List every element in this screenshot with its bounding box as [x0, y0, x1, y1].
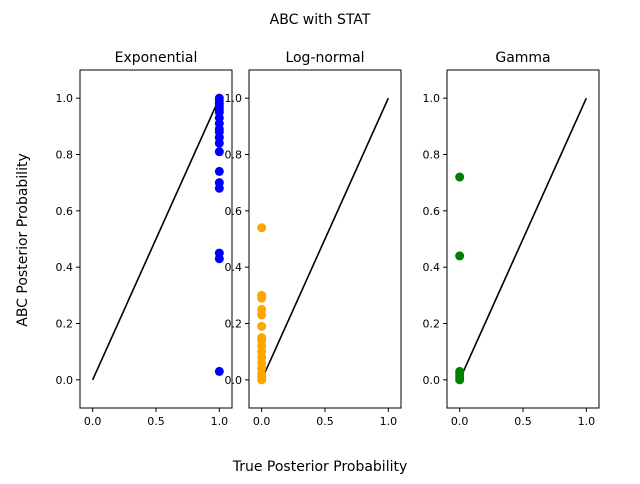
subplot-1: Exponential 0.0 0.5 1.0 0.0 0.2 0.4 0.6 0.8 1.0	[56, 50, 233, 428]
data-point	[214, 147, 224, 157]
axes-frame	[79, 69, 233, 409]
y-tick-label: 0.6	[56, 205, 74, 218]
subplot-3: Gamma 0.0 0.5 1.0 0.0 0.2 0.4 0.6 0.8 1.0	[423, 50, 600, 428]
subplot-title: Exponential	[115, 50, 198, 66]
y-tick-label: 0.2	[225, 318, 243, 331]
data-point	[214, 138, 224, 148]
data-point	[257, 321, 267, 331]
data-point	[214, 254, 224, 264]
data-point	[214, 166, 224, 176]
subplot-title: Gamma	[495, 50, 550, 66]
y-tick-label: 1.0	[423, 92, 441, 105]
y-tick-label: 0.4	[225, 261, 243, 274]
data-point	[257, 293, 267, 303]
axes-frame	[248, 69, 402, 409]
subplot-2: Log-normal 0.0 0.5 1.0 0.0 0.2 0.4 0.6 0.8 1.0	[225, 50, 402, 428]
x-tick-label: 1.0	[380, 415, 398, 428]
y-tick-label: 0.8	[423, 149, 441, 162]
data-point	[455, 375, 465, 385]
x-tick-label: 0.0	[253, 415, 271, 428]
data-point	[257, 310, 267, 320]
x-tick-label: 0.5	[514, 415, 532, 428]
x-tick-label: 0.0	[451, 415, 469, 428]
data-point	[257, 223, 267, 233]
y-tick-label: 0.6	[423, 205, 441, 218]
subplot-title: Log-normal	[285, 50, 364, 66]
data-point	[455, 172, 465, 182]
y-tick-label: 0.8	[56, 149, 74, 162]
x-tick-label: 0.5	[147, 415, 165, 428]
y-tick-label: 0.4	[423, 261, 441, 274]
data-point	[257, 375, 267, 385]
x-tick-label: 1.0	[211, 415, 229, 428]
x-tick-label: 0.0	[84, 415, 102, 428]
y-tick-label: 1.0	[56, 92, 74, 105]
reference-line	[260, 97, 390, 381]
y-tick-label: 0.0	[225, 374, 243, 387]
figure-suptitle: ABC with STAT	[270, 12, 371, 28]
data-point	[455, 251, 465, 261]
y-tick-label: 0.6	[225, 205, 243, 218]
reference-line	[91, 97, 221, 381]
y-tick-label: 0.8	[225, 149, 243, 162]
axes-frame	[446, 69, 600, 409]
y-tick-label: 0.0	[56, 374, 74, 387]
data-point	[214, 366, 224, 376]
figure-x-axis-label: True Posterior Probability	[232, 459, 408, 475]
x-tick-label: 1.0	[578, 415, 596, 428]
y-tick-label: 0.0	[423, 374, 441, 387]
x-tick-label: 0.5	[316, 415, 334, 428]
y-tick-label: 0.4	[56, 261, 74, 274]
figure-y-axis-label: ABC Posterior Probability	[15, 153, 31, 327]
y-tick-label: 0.2	[56, 318, 74, 331]
y-tick-label: 0.2	[423, 318, 441, 331]
y-tick-label: 1.0	[225, 92, 243, 105]
reference-line	[458, 97, 588, 381]
data-point	[214, 183, 224, 193]
